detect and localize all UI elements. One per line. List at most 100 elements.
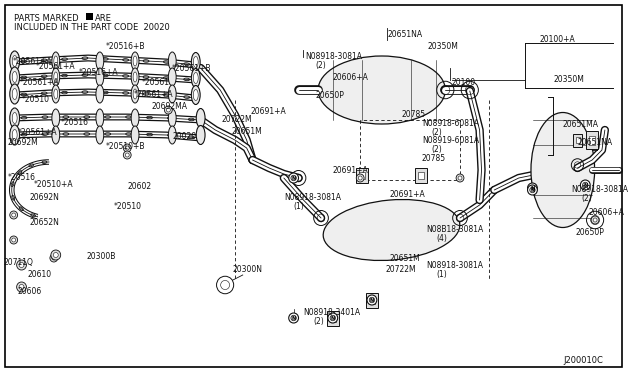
Circle shape [10,211,18,219]
Text: 20602: 20602 [127,182,152,191]
Text: N08918-6081A: N08918-6081A [422,119,479,128]
Ellipse shape [133,89,137,99]
Text: *20561+A: *20561+A [20,78,60,87]
Text: INCLUDED IN THE PART CODE  20020: INCLUDED IN THE PART CODE 20020 [13,23,170,32]
Bar [366,293,378,308]
Text: 20711Q: 20711Q [4,258,34,267]
Text: (2): (2) [431,145,442,154]
Text: *20561+A: *20561+A [134,90,173,99]
Text: 20100: 20100 [451,78,476,87]
Bar [575,137,580,143]
Text: N: N [531,187,534,192]
Bar [589,136,595,145]
Circle shape [17,260,26,270]
Ellipse shape [318,56,445,124]
Ellipse shape [52,68,60,86]
Ellipse shape [168,52,176,70]
Text: 20300N: 20300N [233,265,263,274]
Ellipse shape [12,55,17,67]
Ellipse shape [193,73,198,83]
Circle shape [125,153,129,157]
Text: 20606+A: 20606+A [333,73,369,82]
Circle shape [356,174,364,182]
Ellipse shape [52,126,60,144]
Circle shape [291,175,296,181]
Ellipse shape [10,67,20,87]
Ellipse shape [12,71,17,83]
Circle shape [527,183,538,193]
Text: *20561+A: *20561+A [13,57,52,66]
Ellipse shape [168,68,176,86]
Bar [330,315,336,322]
Bar [356,168,368,183]
Text: *20561+A: *20561+A [18,128,57,137]
Bar [359,172,365,179]
Text: N: N [531,186,534,190]
Text: *20516: *20516 [61,118,89,127]
Text: (2): (2) [313,317,324,326]
Text: *20561: *20561 [142,78,170,87]
Circle shape [367,295,377,305]
Text: 20722M: 20722M [221,115,252,124]
Text: 20350M: 20350M [554,75,585,84]
Circle shape [51,250,61,260]
Circle shape [580,180,590,190]
Ellipse shape [54,89,58,99]
Text: N08918-3081A: N08918-3081A [305,52,362,61]
Text: ARE: ARE [95,14,112,23]
Circle shape [124,151,131,159]
Ellipse shape [96,52,104,70]
Ellipse shape [10,125,20,145]
Text: 20020: 20020 [172,132,196,141]
Text: (1): (1) [436,270,447,279]
Bar [327,311,339,326]
Text: N08919-6081A: N08919-6081A [422,136,479,145]
Text: N: N [331,315,335,321]
Circle shape [593,218,597,222]
Ellipse shape [96,85,104,103]
Circle shape [50,254,58,262]
Text: *20516+B: *20516+B [106,42,145,51]
Ellipse shape [54,56,58,66]
Ellipse shape [196,125,205,144]
Text: 20785: 20785 [401,110,426,119]
Circle shape [12,238,15,242]
Text: 20650P: 20650P [315,91,344,100]
Ellipse shape [10,51,20,71]
Text: J200010C: J200010C [564,356,604,365]
Ellipse shape [168,126,176,144]
Circle shape [591,216,599,224]
Circle shape [330,315,335,321]
Text: (2): (2) [431,128,442,137]
Text: 20692MA: 20692MA [152,102,188,111]
Circle shape [10,236,18,244]
Bar [86,13,93,20]
Ellipse shape [193,90,198,100]
Ellipse shape [191,86,200,105]
Text: 20652N: 20652N [29,218,60,227]
Bar [369,297,375,304]
Text: 20722M: 20722M [386,265,416,274]
Text: 20691+A: 20691+A [251,107,286,116]
Circle shape [289,313,298,323]
Text: 20350M: 20350M [428,42,459,51]
Circle shape [17,282,26,292]
Text: *20516: *20516 [8,173,36,182]
Ellipse shape [168,85,176,103]
Ellipse shape [52,52,60,70]
Text: 20606+A: 20606+A [588,208,624,217]
Text: N: N [291,176,296,180]
Ellipse shape [96,126,104,144]
Ellipse shape [191,68,200,87]
Text: N08918-3081A: N08918-3081A [284,193,341,202]
Ellipse shape [133,56,137,66]
Text: 20651NA: 20651NA [577,138,612,147]
Ellipse shape [96,68,104,86]
Bar [586,131,598,149]
Circle shape [53,253,58,257]
Ellipse shape [131,109,139,127]
Text: *20510+B: *20510+B [106,142,145,151]
Ellipse shape [191,52,200,71]
Ellipse shape [96,109,104,127]
Text: N08B18-3081A: N08B18-3081A [427,225,484,234]
